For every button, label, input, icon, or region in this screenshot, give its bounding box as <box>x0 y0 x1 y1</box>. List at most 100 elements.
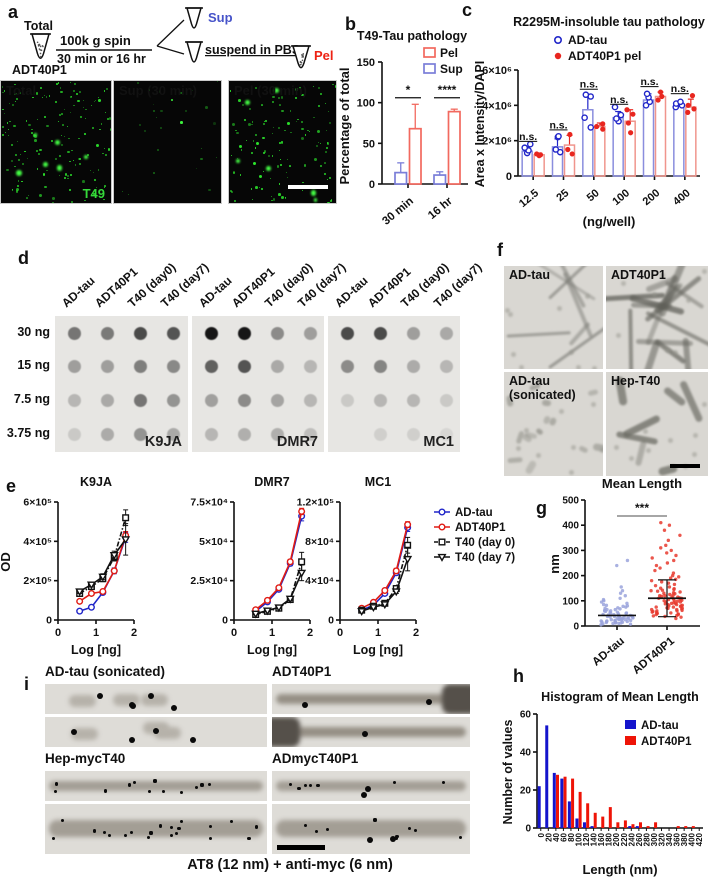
fluorescent-speck <box>319 164 323 167</box>
fluorescent-speck <box>315 144 318 147</box>
fluorescent-speck <box>254 134 257 137</box>
fluorescent-speck <box>278 141 281 144</box>
em-label: ADT40P1 <box>611 268 666 282</box>
fluorescent-speck <box>59 87 62 89</box>
immunogold-group-label: ADmycT40P1 <box>272 751 359 766</box>
em-label: AD-tau (sonicated) <box>509 374 576 403</box>
fibril-band <box>49 780 263 791</box>
svg-text:0: 0 <box>525 824 531 835</box>
svg-text:2: 2 <box>307 627 313 639</box>
gold-particle-12nm <box>302 702 308 709</box>
em-blob <box>615 332 621 338</box>
tube-icon <box>185 7 203 29</box>
fluorescent-blob <box>57 165 63 171</box>
dense-aggregate <box>272 717 300 747</box>
fluorescent-blob <box>16 170 23 177</box>
svg-text:100: 100 <box>562 596 579 607</box>
fluorescent-speck <box>250 187 253 190</box>
fluorescent-speck <box>46 124 50 128</box>
fluorescent-speck <box>233 199 237 203</box>
svg-text:2: 2 <box>413 627 419 639</box>
fluorescent-speck <box>137 82 139 85</box>
gold-particle-6nm <box>394 836 398 840</box>
svg-text:0: 0 <box>369 179 375 191</box>
fluorescent-speck <box>248 107 251 110</box>
blot-dot <box>100 359 114 373</box>
blot-dot <box>133 359 147 373</box>
svg-text:Number of values: Number of values <box>501 720 515 825</box>
svg-text:Log [ng]: Log [ng] <box>353 643 403 657</box>
fluorescent-speck <box>290 131 292 134</box>
fluorescent-speck <box>102 152 104 155</box>
svg-text:200: 200 <box>641 187 663 208</box>
fluorescent-speck <box>15 190 19 194</box>
fluorescent-speck <box>220 183 221 185</box>
fluorescent-speck <box>69 160 71 163</box>
blot-dot <box>439 393 453 407</box>
tube-icon <box>30 33 51 59</box>
fluorescent-speck <box>10 202 12 203</box>
fluorescent-speck <box>278 149 281 152</box>
fluorescent-speck <box>128 194 129 196</box>
fluorescent-speck <box>68 137 70 140</box>
em-blob <box>570 444 576 450</box>
fluorescent-speck <box>313 116 315 119</box>
fluorescent-speck <box>213 122 216 126</box>
fluorescent-speck <box>263 150 266 153</box>
fluorescent-speck <box>241 103 244 106</box>
em-blob <box>599 447 603 453</box>
fluorescent-speck <box>277 126 281 129</box>
fluorescent-speck <box>252 121 254 123</box>
blot-dot <box>133 393 147 407</box>
svg-text:n.s.: n.s. <box>580 79 598 91</box>
svg-text:8×10⁴: 8×10⁴ <box>305 536 334 548</box>
gold-particle-6nm <box>174 831 178 835</box>
fluorescent-speck <box>51 202 54 203</box>
svg-text:30 min or 16 hr: 30 min or 16 hr <box>57 52 146 66</box>
fluorescent-speck <box>195 167 198 170</box>
fluorescent-speck <box>326 129 328 131</box>
fluorescent-speck <box>313 85 315 87</box>
fluorescent-speck <box>230 90 232 92</box>
gold-particle-6nm <box>395 834 399 838</box>
em-blob <box>575 365 581 369</box>
tube-icon <box>185 41 203 63</box>
em-blob <box>652 291 658 297</box>
fluorescent-speck <box>82 180 85 183</box>
gold-particle-6nm <box>308 783 312 787</box>
em-ad-tau: AD-tau <box>504 266 603 369</box>
blot-antibody-label: K9JA <box>144 434 182 450</box>
gold-particle-6nm <box>54 782 59 786</box>
debris-smudge <box>141 693 168 706</box>
gold-particle-12nm <box>365 785 372 792</box>
svg-text:MC1: MC1 <box>365 475 391 489</box>
em-adt40p1: ADT40P1 <box>606 266 708 369</box>
fluorescent-speck <box>63 135 65 137</box>
svg-text:320: 320 <box>658 832 667 846</box>
immunogold-group-label: Hep-mycT40 <box>45 751 126 766</box>
fluorescent-speck <box>92 193 96 196</box>
gold-particle-12nm <box>362 730 369 737</box>
fluorescent-speck <box>60 143 64 147</box>
fluorescent-speck <box>96 186 97 188</box>
fluorescent-speck <box>334 85 336 88</box>
fluorescent-speck <box>160 126 163 129</box>
svg-text:0: 0 <box>55 627 61 639</box>
fluorescent-speck <box>52 196 55 200</box>
svg-text:120: 120 <box>582 832 591 846</box>
fluorescent-speck <box>302 182 304 184</box>
svg-text:0: 0 <box>46 615 52 627</box>
fluorescent-speck <box>33 135 37 139</box>
chart-elisa-k9ja: K9JA OD 0 2×10⁵ 4×10⁵ 6×10⁵ 0 1 2 Log [ng] <box>0 475 137 657</box>
em-strip <box>45 771 267 801</box>
fluorescent-blob <box>244 99 250 106</box>
fluorescent-speck <box>300 127 304 131</box>
fluorescent-speck <box>10 143 13 146</box>
fluorescent-speck <box>199 157 203 161</box>
fluorescent-speck <box>70 96 72 98</box>
blot-column-label: AD-tau <box>58 273 98 311</box>
fluorescent-speck <box>294 96 298 100</box>
fluorescent-speck <box>252 140 255 142</box>
blot-dot <box>100 427 114 441</box>
fluorescent-speck <box>89 170 91 172</box>
